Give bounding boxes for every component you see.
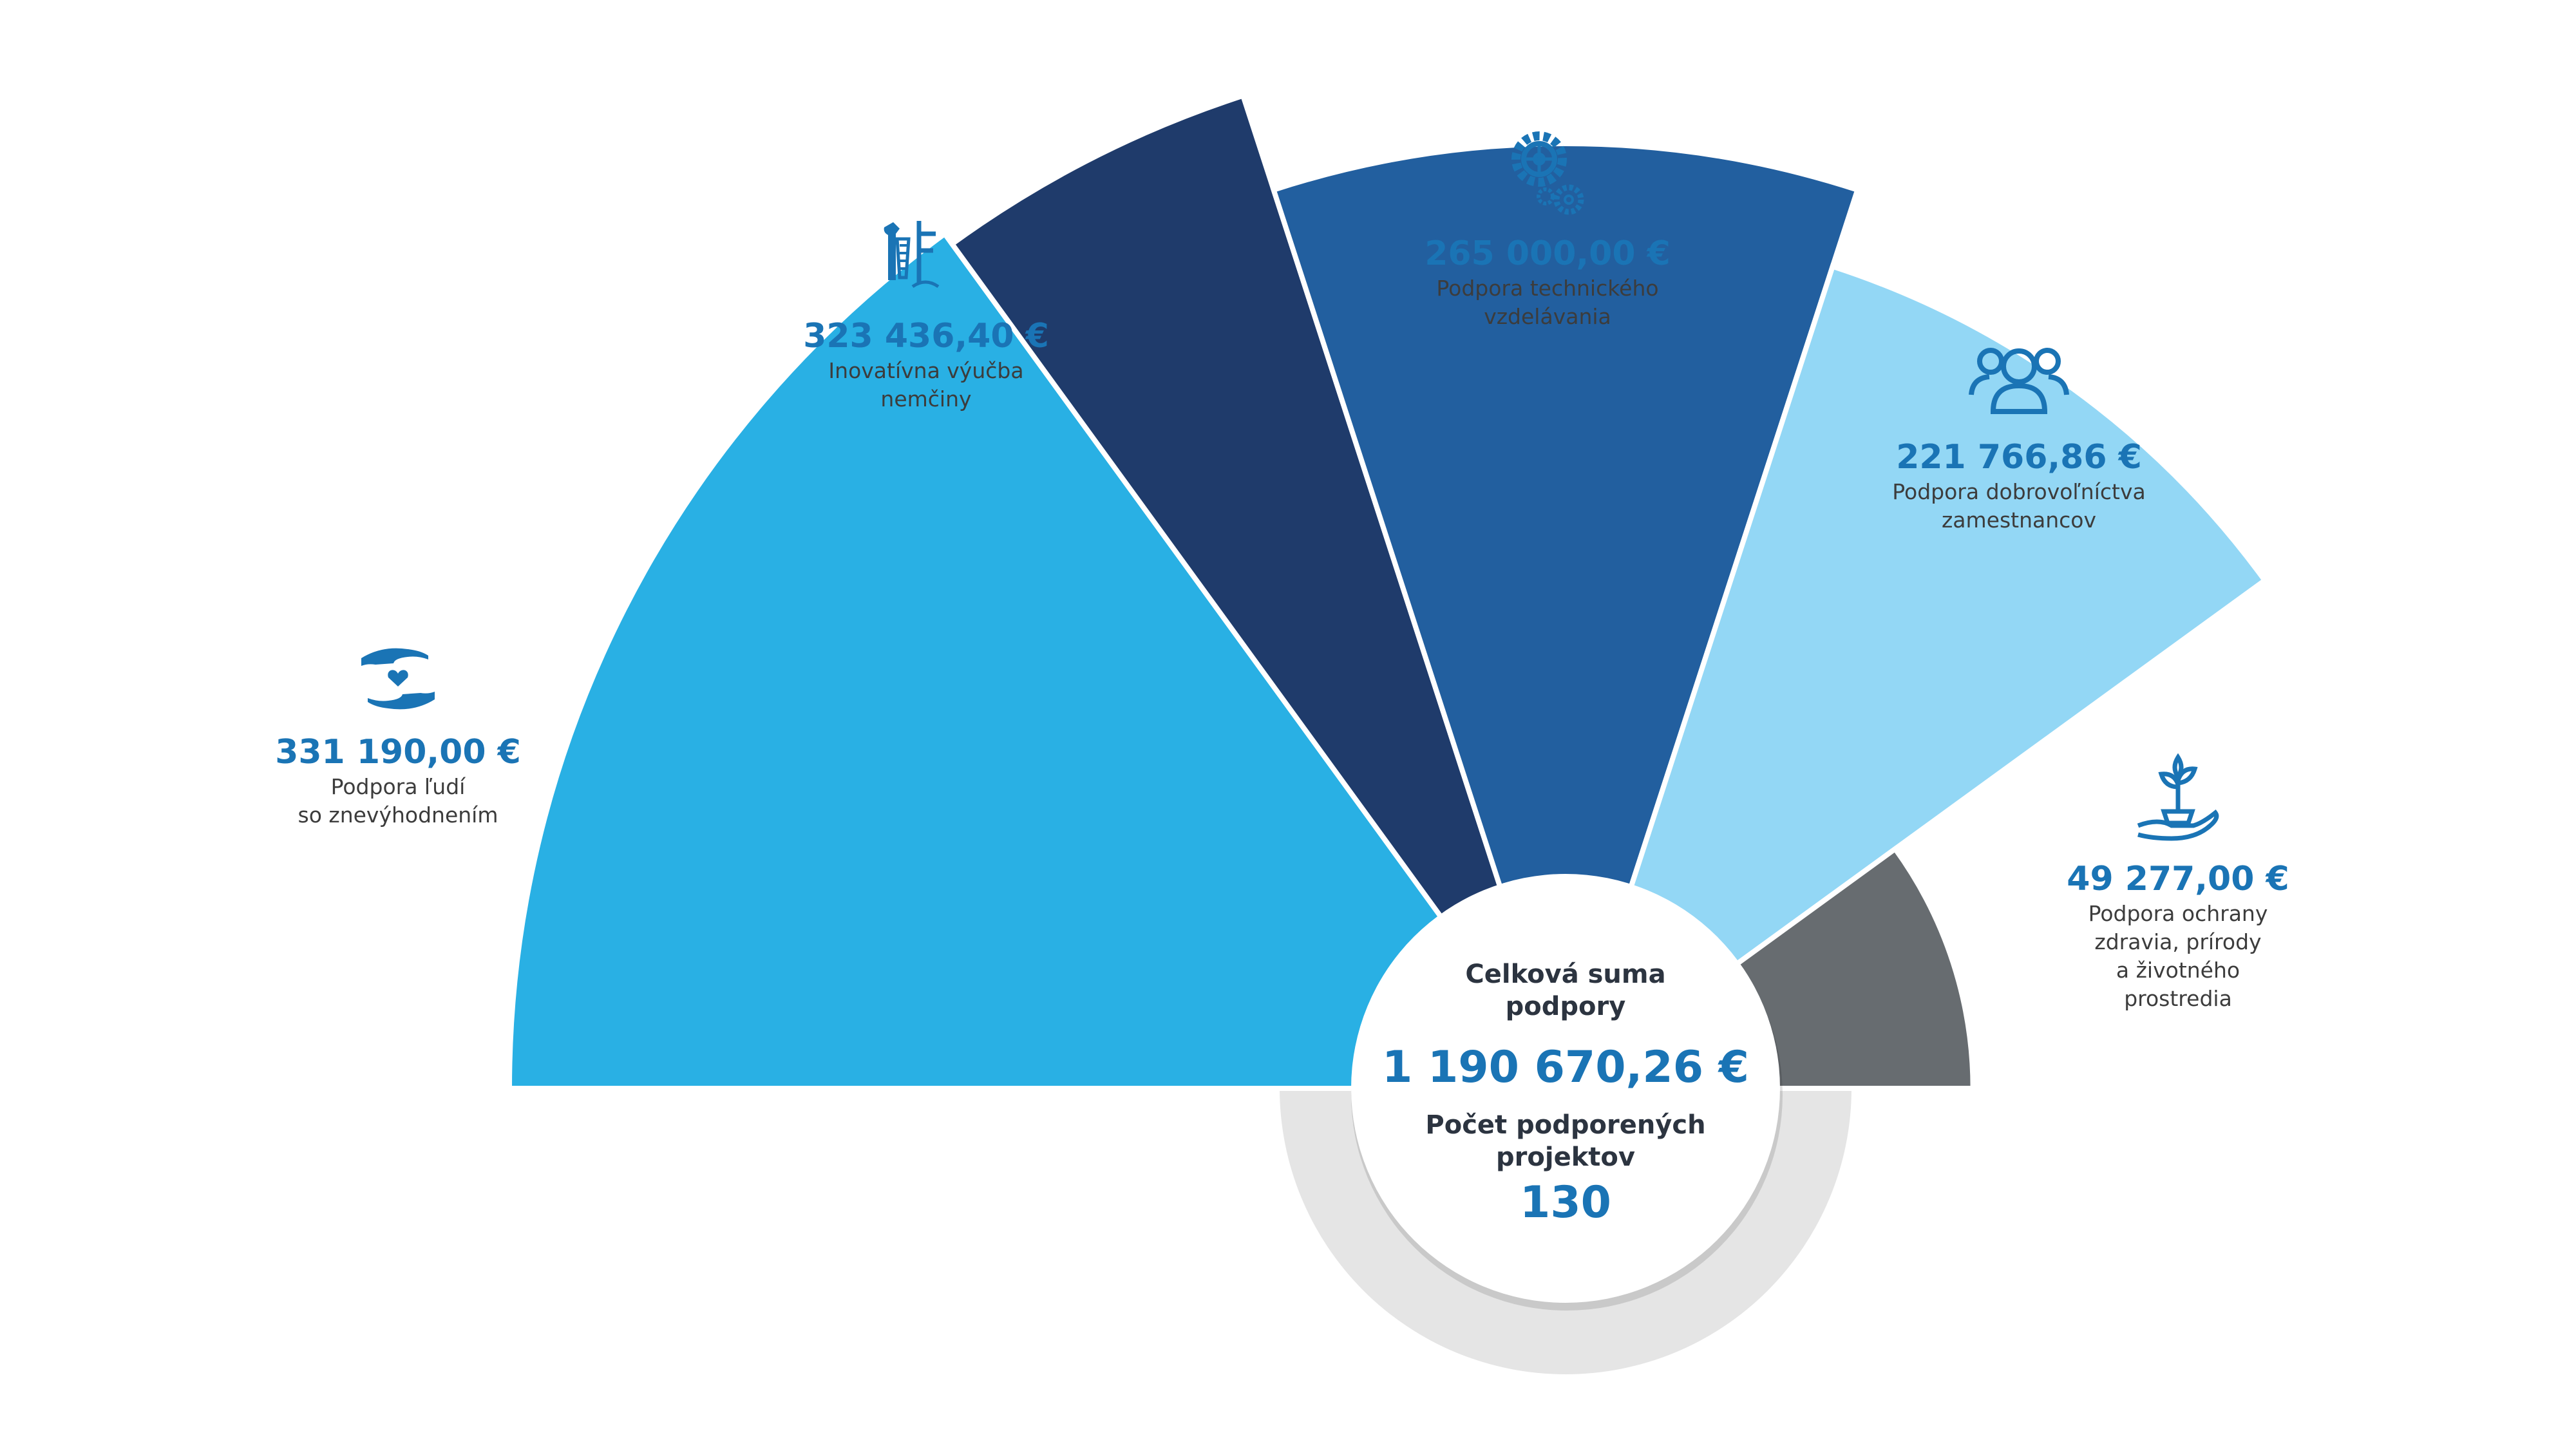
total-heading: Celková suma bbox=[1465, 960, 1666, 989]
category-label-line: zdravia, prírody bbox=[2094, 929, 2262, 954]
category-label-line: Podpora technického bbox=[1436, 276, 1659, 301]
category-label-line: prostredia bbox=[2124, 986, 2232, 1011]
total-amount: 1 190 670,26 € bbox=[1382, 1042, 1749, 1093]
slice-label-3: 265 000,00 € Podpora technického vzdeláv… bbox=[1425, 233, 1671, 331]
category-label-line: nemčiny bbox=[880, 386, 972, 412]
slice-3 bbox=[1270, 141, 1861, 1097]
slice-label-5: 49 277,00 € Podpora ochrany zdravia, prí… bbox=[2067, 858, 2289, 1013]
chart-slices bbox=[506, 92, 2269, 1097]
category-label-line: so znevýhodnením bbox=[298, 802, 498, 828]
slice-4 bbox=[1560, 263, 2269, 1095]
category-label-line: Inovatívna výučba bbox=[828, 358, 1024, 383]
amount-label: 331 190,00 € bbox=[275, 733, 521, 772]
gears-icon bbox=[1511, 131, 1584, 215]
center-summary: Celková suma podpory 1 190 670,26 € Poče… bbox=[1366, 958, 1765, 1229]
slice-label-1: 331 190,00 € Podpora ľudí so znevýhodnen… bbox=[275, 732, 521, 829]
eagle-emblem-icon bbox=[884, 221, 940, 289]
category-label-line: a životného bbox=[2116, 958, 2240, 983]
projects-heading: Počet podporených bbox=[1425, 1110, 1706, 1140]
center-disc bbox=[1351, 874, 1780, 1303]
people-group-icon bbox=[1969, 348, 2069, 414]
category-label-line: Podpora ochrany bbox=[2088, 901, 2268, 926]
category-label-line: vzdelávania bbox=[1484, 304, 1611, 329]
amount-label: 323 436,40 € bbox=[803, 317, 1049, 355]
category-label-line: zamestnancov bbox=[1941, 507, 2097, 533]
amount-label: 49 277,00 € bbox=[2067, 860, 2289, 898]
slice-label-2: 323 436,40 € Inovatívna výučba nemčiny bbox=[803, 316, 1049, 413]
category-label-line: Podpora ľudí bbox=[330, 774, 466, 799]
projects-heading: projektov bbox=[1496, 1142, 1635, 1172]
category-label-line: Podpora dobrovoľníctva bbox=[1892, 479, 2146, 504]
slice-label-4: 221 766,86 € Podpora dobrovoľníctva zame… bbox=[1892, 437, 2145, 535]
slice-1 bbox=[506, 230, 1571, 1091]
amount-label: 221 766,86 € bbox=[1896, 438, 2142, 477]
amount-label: 265 000,00 € bbox=[1425, 234, 1671, 273]
total-heading: podpory bbox=[1505, 992, 1626, 1021]
hand-plant-icon bbox=[2137, 753, 2219, 841]
slice-2 bbox=[948, 92, 1568, 1090]
projects-count: 130 bbox=[1520, 1177, 1611, 1228]
hands-heart-icon bbox=[361, 648, 435, 710]
